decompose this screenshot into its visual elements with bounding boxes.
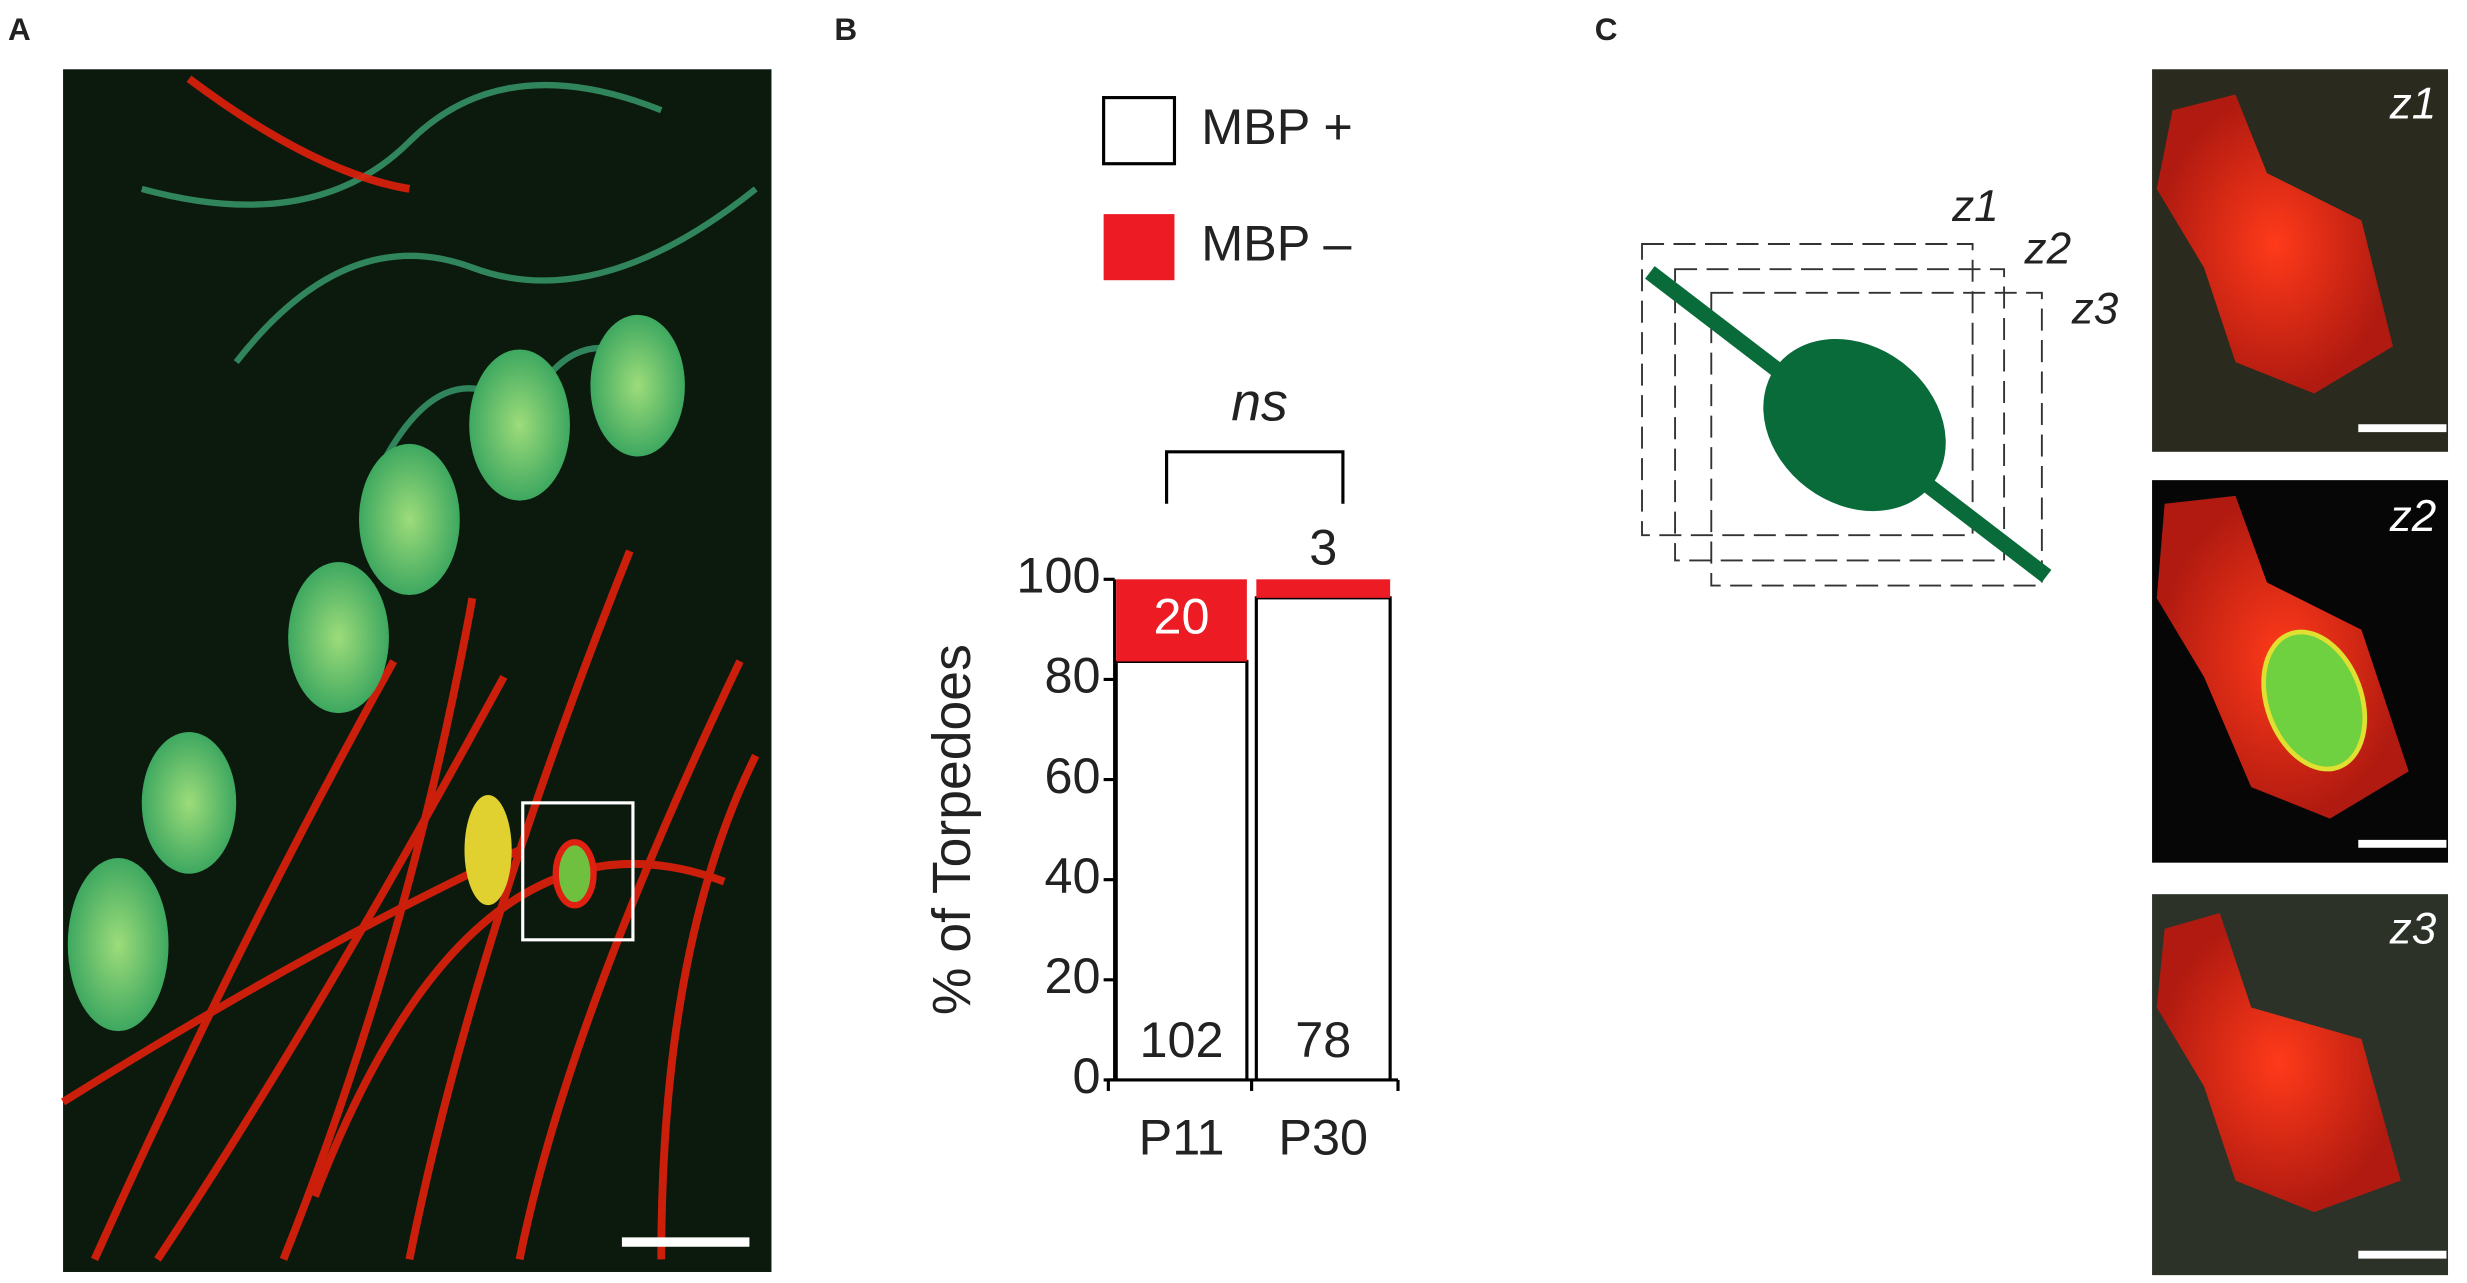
panel-label: A	[8, 12, 31, 47]
z-label: z1	[1951, 182, 1999, 231]
count-label: 3	[1309, 518, 1337, 575]
z-label: z3	[2071, 284, 2119, 333]
count-label: 20	[1154, 588, 1210, 645]
y-tick-label: 80	[1044, 647, 1100, 704]
y-tick-label: 20	[1044, 947, 1100, 1004]
bar-segment	[1256, 579, 1391, 598]
legend-swatch	[1103, 214, 1175, 281]
y-tick-label: 60	[1044, 747, 1100, 804]
y-axis-title: % of Torpedoes	[923, 644, 982, 1015]
legend-swatch	[1102, 96, 1177, 166]
x-tick-label: P30	[1278, 1109, 1368, 1166]
z-label: z2	[2024, 225, 2072, 274]
y-tick-label: 0	[1072, 1047, 1100, 1104]
z-label: z2	[2389, 492, 2437, 541]
panel-label: B	[834, 12, 857, 47]
soma	[1763, 339, 1946, 512]
z-stack-images	[2152, 69, 2449, 1276]
bar-segment	[1114, 659, 1249, 1082]
bar-segment	[1116, 579, 1247, 662]
x-tick-label: P11	[1139, 1109, 1225, 1166]
chart: % of Torpedoes ns 0 20 40 60 80 100 P11 102 20 P3…	[923, 96, 1400, 1166]
count-label: 78	[1295, 1011, 1351, 1068]
significance-bracket	[1165, 450, 1345, 504]
legend-label: MBP –	[1201, 214, 1351, 271]
z-label: z1	[2389, 80, 2437, 129]
panel-label: C	[1595, 12, 1618, 47]
y-tick-label: 40	[1044, 847, 1100, 904]
z-label: z3	[2389, 905, 2437, 954]
bar-segment	[1254, 596, 1392, 1082]
legend-label: MBP +	[1201, 98, 1353, 155]
annotation: ns	[1231, 373, 1288, 432]
schematic	[1641, 243, 2043, 587]
micrograph	[60, 69, 772, 1272]
y-tick-label: 100	[1016, 547, 1100, 604]
count-label: 102	[1140, 1011, 1224, 1068]
